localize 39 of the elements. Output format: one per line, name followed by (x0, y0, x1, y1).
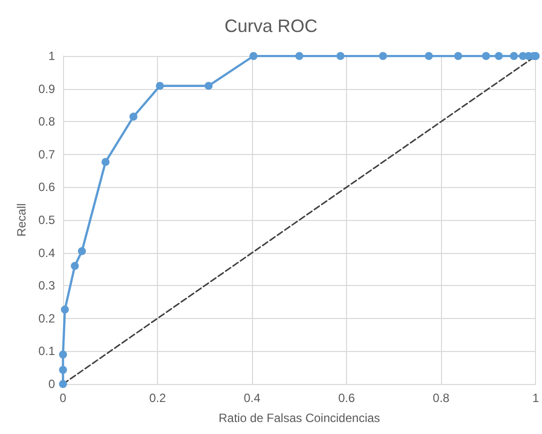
point (59, 350, 67, 358)
y-tick-label: 0.7 (38, 147, 56, 162)
point (494, 52, 503, 60)
point (102, 158, 110, 166)
point (424, 52, 433, 60)
point (78, 247, 86, 256)
y-tick-label: 0.4 (38, 246, 56, 260)
point (336, 52, 344, 60)
y-tick-label: 0.1 (38, 344, 56, 358)
y-tick-label: 0 (48, 377, 56, 391)
y-tick-label: 1 (48, 49, 56, 63)
x-tick-label: 1 (532, 391, 540, 405)
point (59, 366, 67, 374)
y-tick-label: 0.5 (38, 213, 56, 227)
point (482, 52, 490, 60)
y-axis-title: Recall (14, 203, 28, 237)
point (295, 52, 304, 60)
x-tick-label: 0.8 (432, 391, 450, 405)
y-tick-label: 0.6 (38, 180, 56, 194)
point (156, 82, 164, 90)
x-tick-label: 0.2 (149, 391, 166, 405)
x-tick-label: 0.4 (244, 391, 261, 405)
point (454, 52, 462, 60)
chart-title: Curva ROC (224, 16, 318, 36)
point (249, 52, 258, 60)
y-tick-label: 0.9 (38, 82, 56, 96)
point (70, 262, 79, 270)
point (379, 52, 387, 60)
y-tick-label: 0.8 (38, 114, 56, 129)
point (60, 306, 69, 314)
x-tick-label: 0 (60, 391, 67, 405)
y-tick-label: 0.2 (38, 311, 56, 326)
point (129, 112, 138, 121)
point (204, 82, 213, 90)
point (510, 52, 518, 60)
y-tick-label: 0.3 (38, 278, 56, 293)
x-tick-label: 0.6 (338, 391, 356, 405)
x-axis-title: Ratio de Falsas Coincidencias (218, 411, 380, 425)
point (59, 380, 67, 388)
